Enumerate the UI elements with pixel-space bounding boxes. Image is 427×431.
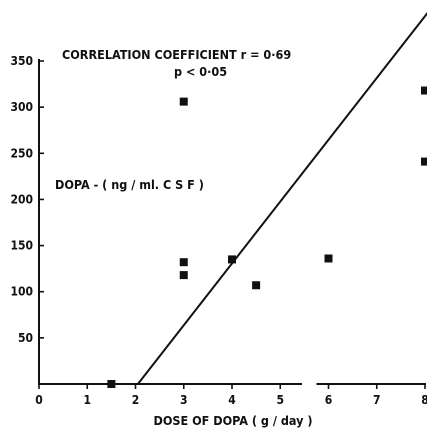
y-tick-label: 100 [10,285,33,299]
x-tick-label: 2 [132,393,140,407]
data-points [107,86,427,388]
y-tick-label: 350 [10,54,33,68]
ticks [38,60,426,389]
significance-annotation: p < 0·05 [174,64,227,79]
axes [38,59,426,385]
data-point [421,157,427,166]
x-tick-label: 7 [373,393,381,407]
data-point [252,281,261,290]
x-axis-label: DOSE OF DOPA ( g / day ) [153,413,312,428]
x-tick-label: 8 [421,393,427,407]
x-tick-label: 4 [228,393,236,407]
data-point [179,97,188,106]
data-point [324,254,333,263]
regression-line [137,11,427,385]
y-axis-label: DOPA - ( ng / ml. C S F ) [55,177,204,192]
data-point [228,255,236,264]
data-point [107,380,116,388]
correlation-annotation: CORRELATION COEFFICIENT r = 0·69 [62,47,291,62]
data-point [179,271,188,280]
y-tick-label: 50 [18,331,33,345]
y-tick-label: 250 [10,146,33,160]
x-tick-label: 0 [35,393,43,407]
tick-labels: 50 100 150 200 250 300 350 0 1 2 3 4 5 6 7 8 [10,54,427,407]
x-tick-label: 3 [180,393,188,407]
x-tick-label: 1 [83,393,91,407]
y-tick-label: 150 [10,239,33,253]
x-tick-label: 6 [325,393,333,407]
data-point [179,258,188,267]
x-tick-label: 5 [276,393,284,407]
y-tick-label: 300 [10,100,33,114]
data-point [421,86,427,95]
y-tick-label: 200 [10,192,33,206]
